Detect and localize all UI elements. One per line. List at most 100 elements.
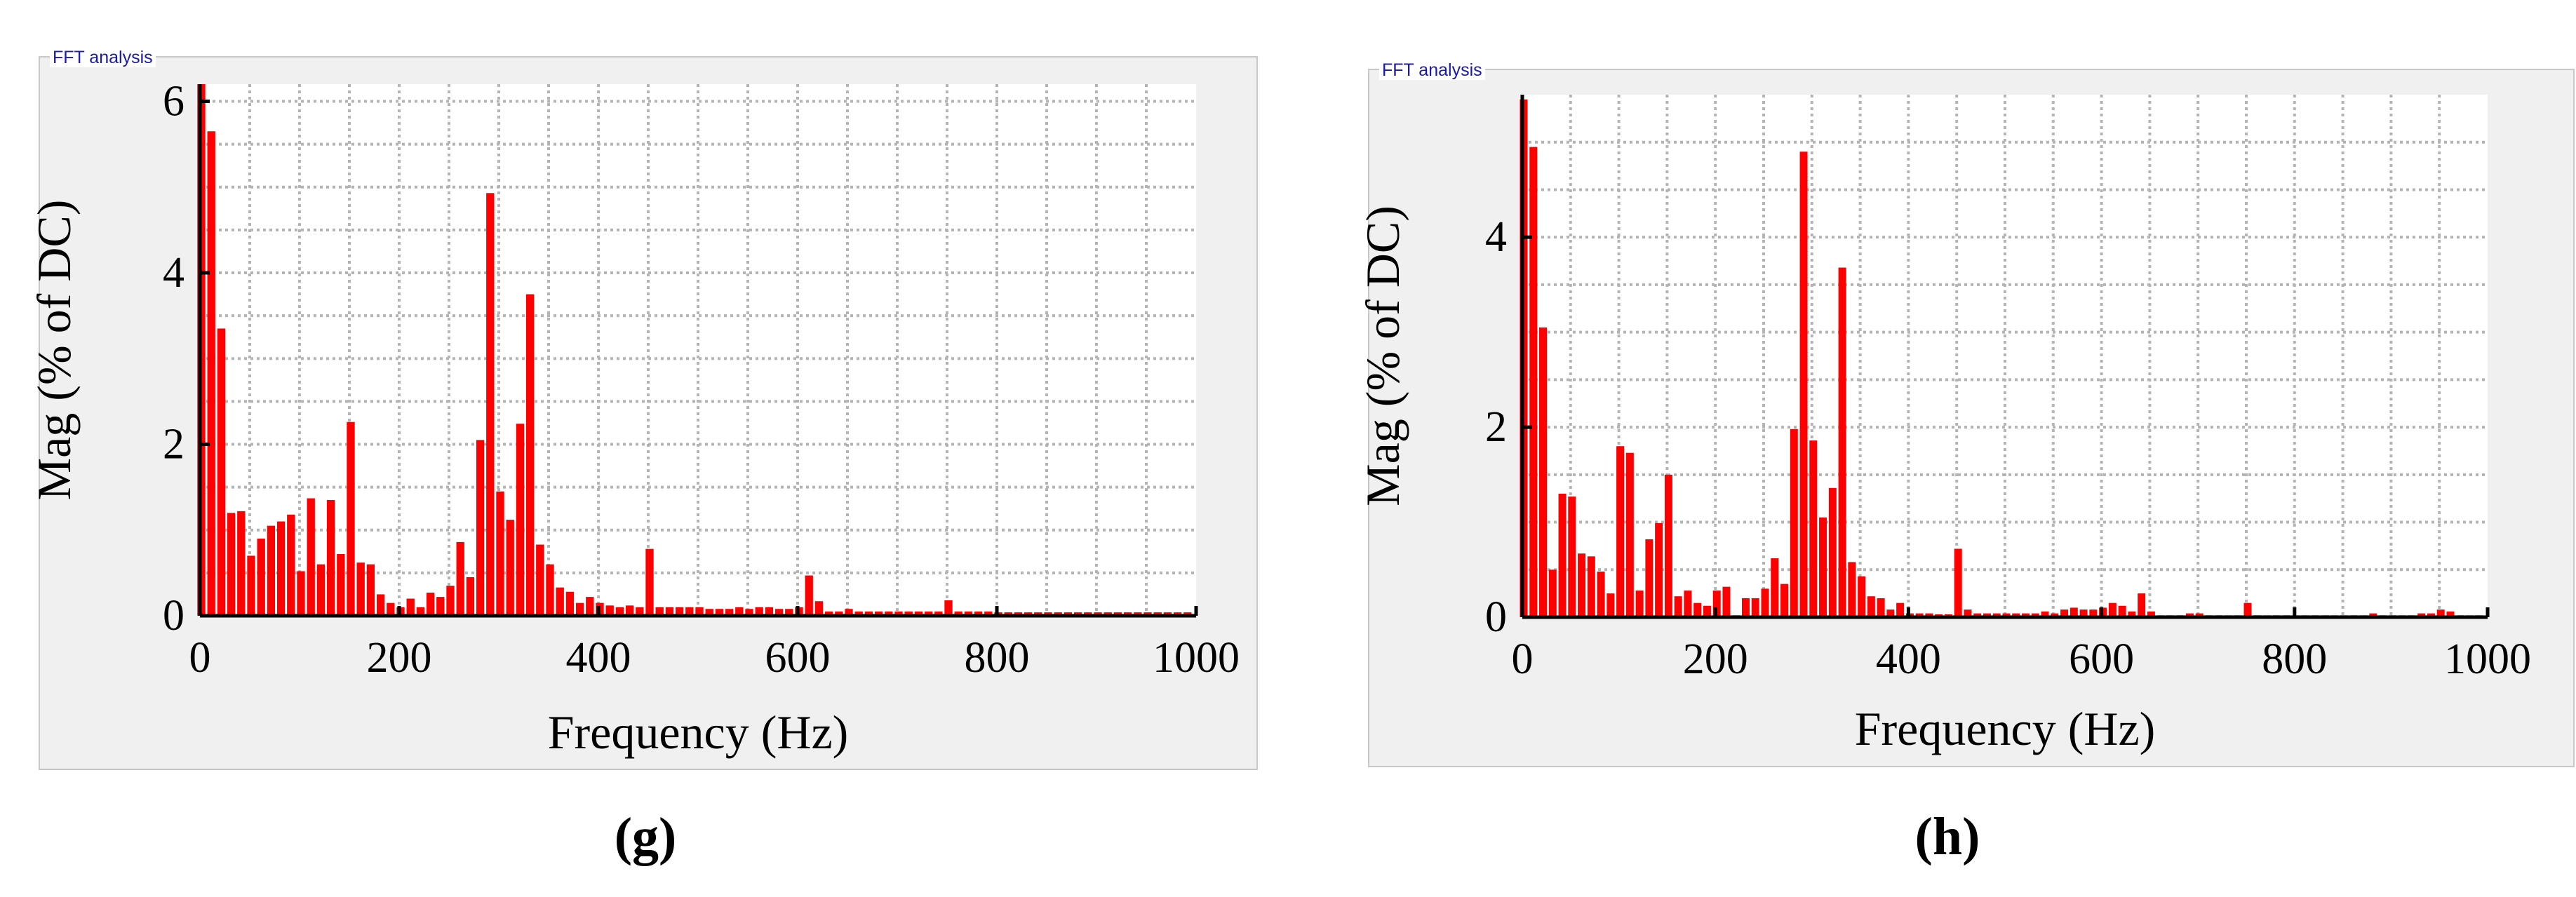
bar: [257, 538, 265, 616]
frame-title: FFT analysis: [50, 48, 156, 67]
bar: [416, 607, 425, 616]
bar: [854, 611, 863, 616]
bar: [347, 421, 355, 616]
bar: [1925, 613, 1933, 617]
x-tick-label: 1000: [2444, 635, 2531, 683]
bar: [2195, 613, 2203, 617]
bar: [247, 555, 255, 616]
bar: [944, 600, 953, 616]
bar: [1819, 517, 1827, 617]
bar: [954, 611, 962, 616]
grid: [200, 84, 1196, 616]
bar: [835, 611, 843, 616]
bar: [227, 513, 236, 616]
bar: [1751, 598, 1759, 617]
bar: [1771, 558, 1779, 617]
bar: [1828, 487, 1837, 617]
bar: [366, 564, 375, 616]
y-tick-label: 0: [1485, 593, 1507, 641]
bar: [2147, 611, 2155, 617]
bar: [1964, 609, 1972, 617]
bar: [307, 498, 315, 616]
bar: [1790, 429, 1798, 617]
bar: [456, 541, 464, 616]
x-tick-label: 600: [765, 634, 831, 682]
bar: [1606, 593, 1615, 617]
bar: [406, 598, 415, 616]
bar: [1838, 267, 1846, 617]
bar: [1597, 571, 1605, 617]
bar: [864, 611, 873, 616]
bar: [625, 605, 634, 616]
bar: [824, 611, 833, 616]
y-tick-label: 0: [163, 592, 185, 640]
bar: [2012, 613, 2020, 617]
bar: [446, 586, 455, 616]
bar: [904, 611, 913, 616]
bar: [2041, 611, 2049, 617]
bar: [1809, 440, 1818, 617]
bar: [356, 562, 365, 616]
y-tick-label: 4: [1485, 213, 1507, 261]
bar: [1867, 596, 1875, 617]
bar: [565, 591, 575, 616]
bar: [337, 553, 345, 616]
bar: [774, 609, 784, 616]
bar: [785, 609, 793, 616]
bar: [276, 521, 286, 616]
bar: [1616, 446, 1625, 617]
y-tick-label: 6: [163, 77, 185, 125]
bar: [506, 520, 514, 616]
bar: [964, 611, 973, 616]
y-axis-label: Mag (% of DC): [27, 200, 81, 501]
y-axis-label: Mag (% of DC): [1356, 205, 1409, 506]
y-tick-label: 4: [163, 249, 185, 297]
x-axis-label: Frequency (Hz): [1855, 702, 2156, 755]
bar: [1539, 327, 1548, 617]
x-tick-label: 0: [1512, 635, 1534, 683]
bar: [207, 131, 215, 616]
bar: [237, 511, 246, 616]
bar: [934, 611, 943, 616]
bar: [655, 607, 664, 616]
bar: [755, 607, 763, 616]
y-tick-label: 2: [163, 420, 185, 468]
bar: [705, 609, 713, 616]
bar: [1674, 596, 1682, 617]
bar: [2089, 609, 2098, 617]
bar: [1992, 613, 2001, 617]
bar: [2446, 611, 2455, 617]
y-tick-label: 2: [1485, 403, 1507, 451]
bar: [1915, 613, 1924, 617]
bar: [2002, 613, 2011, 617]
bar: [885, 611, 893, 616]
bar: [735, 607, 744, 616]
bar: [745, 609, 753, 616]
bar: [586, 597, 594, 616]
bar: [1848, 562, 1856, 617]
bar: [974, 611, 983, 616]
bar: [1568, 496, 1576, 617]
bar: [1886, 609, 1895, 617]
x-tick-label: 0: [189, 634, 211, 682]
bar: [1983, 613, 1991, 617]
bar: [984, 611, 993, 616]
bar: [2069, 607, 2078, 617]
bar: [665, 607, 674, 616]
bar: [615, 607, 624, 616]
bar: [1858, 576, 1866, 617]
bar: [1896, 602, 1905, 617]
bar: [217, 328, 226, 616]
bar: [636, 607, 644, 616]
bar: [2022, 613, 2030, 617]
bar: [1761, 588, 1769, 617]
fft-chart-g: 0 200 400 600 800 1000 0 2 4 6 Frequency (Hz) Mag (…: [27, 77, 1240, 759]
bar: [715, 609, 724, 616]
bar: [2369, 613, 2377, 617]
bar: [1693, 602, 1702, 617]
bar: [685, 607, 694, 616]
bar: [1529, 147, 1538, 617]
bar: [1635, 591, 1644, 617]
bar: [466, 576, 475, 616]
bar: [2138, 593, 2146, 617]
